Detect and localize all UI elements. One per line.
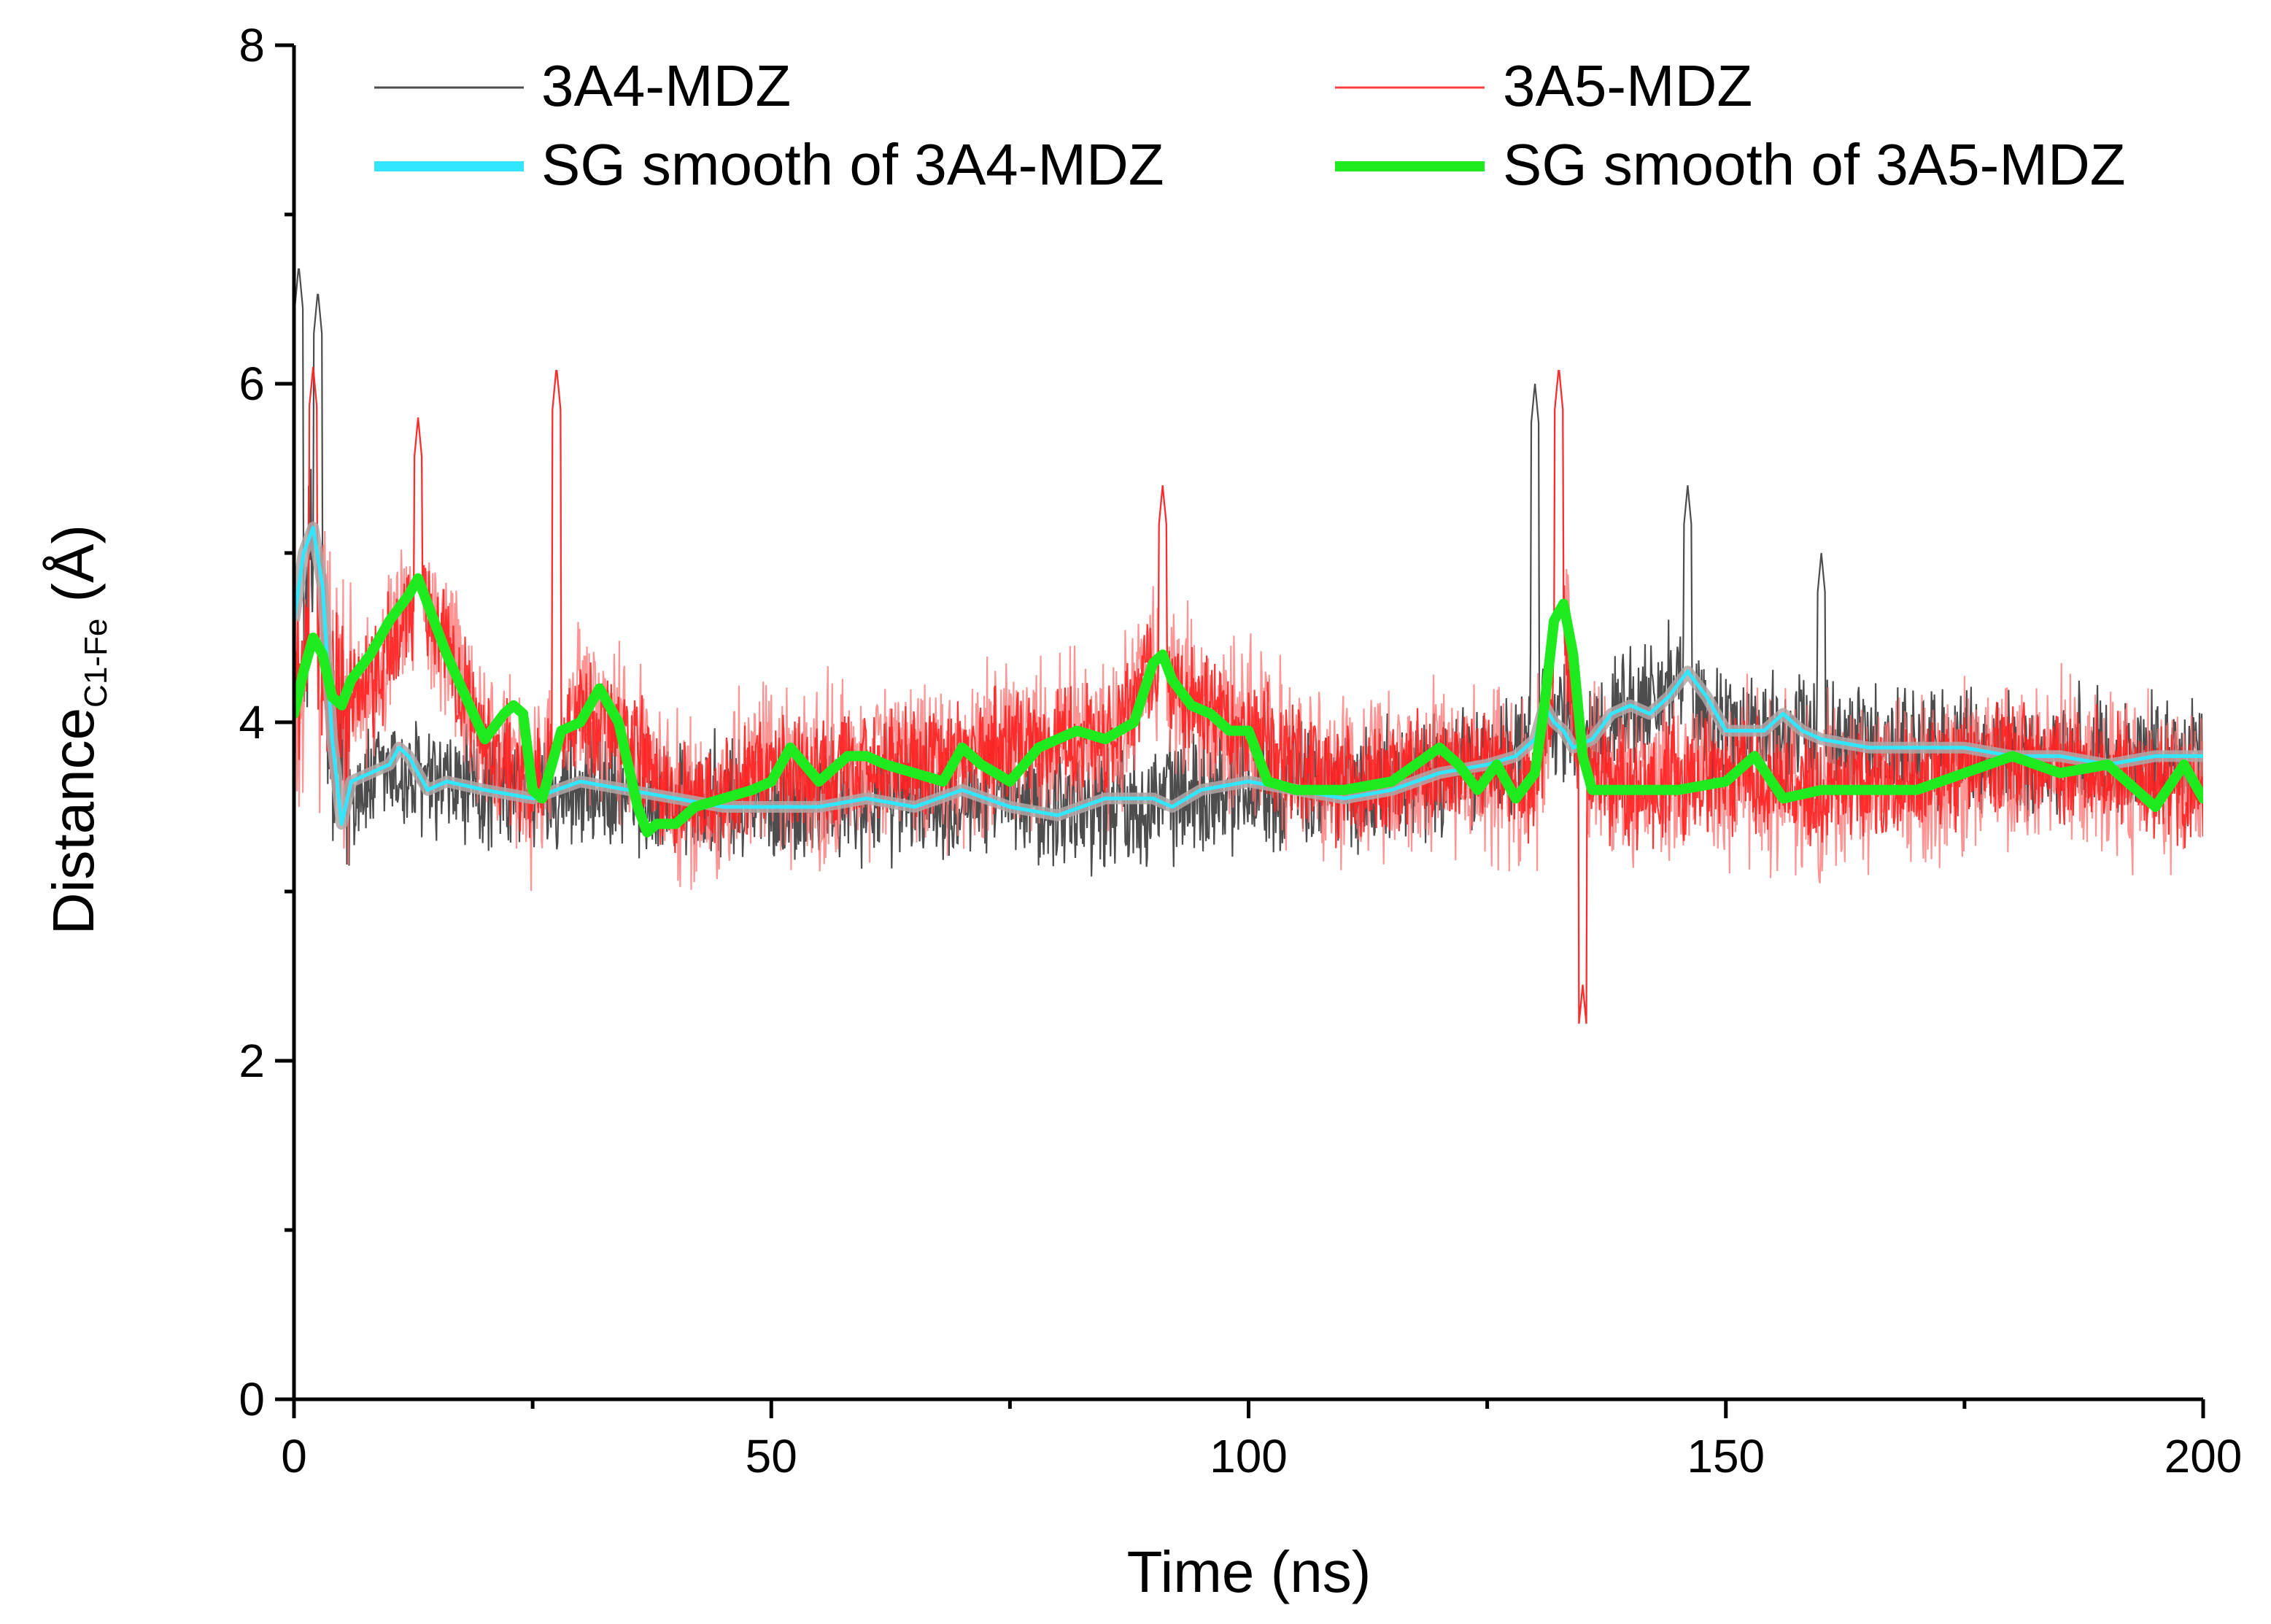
legend-label-3A5-MDZ: 3A5-MDZ [1503, 53, 1752, 118]
series-line [294, 366, 2203, 1024]
legend: 3A4-MDZ 3A5-MDZ SG smooth of 3A4-MDZ SG … [374, 53, 2126, 197]
y-tick-label: 2 [239, 1035, 265, 1087]
y-axis-title-unit: (Å) [41, 525, 106, 603]
y-tick-label: 4 [239, 696, 265, 749]
y-tick-label: 8 [239, 19, 265, 71]
x-tick-label: 50 [746, 1430, 797, 1482]
legend-label-3A4-MDZ: 3A4-MDZ [541, 53, 791, 118]
y-axis-title: DistanceC1-Fe (Å) [41, 525, 114, 935]
x-axis-title: Time (ns) [1127, 1539, 1372, 1604]
x-tick-label: 200 [2164, 1430, 2243, 1482]
series-line [294, 573, 2203, 838]
x-tick-label: 0 [281, 1430, 307, 1482]
y-axis-title-main: Distance [41, 708, 106, 935]
x-tick-label: 100 [1210, 1430, 1288, 1482]
y-tick-label: 0 [239, 1373, 265, 1426]
x-tick-label: 150 [1687, 1430, 1765, 1482]
y-axis-title-subscript: C1-Fe [78, 619, 114, 708]
legend-label-sg-smooth-3A5: SG smooth of 3A5-MDZ [1503, 132, 2126, 197]
series-3A5-MDZ [294, 366, 2203, 1024]
legend-label-sg-smooth-3A4: SG smooth of 3A4-MDZ [541, 132, 1164, 197]
series-sg-smooth-3A5 [294, 573, 2203, 838]
y-tick-label: 6 [239, 357, 265, 410]
